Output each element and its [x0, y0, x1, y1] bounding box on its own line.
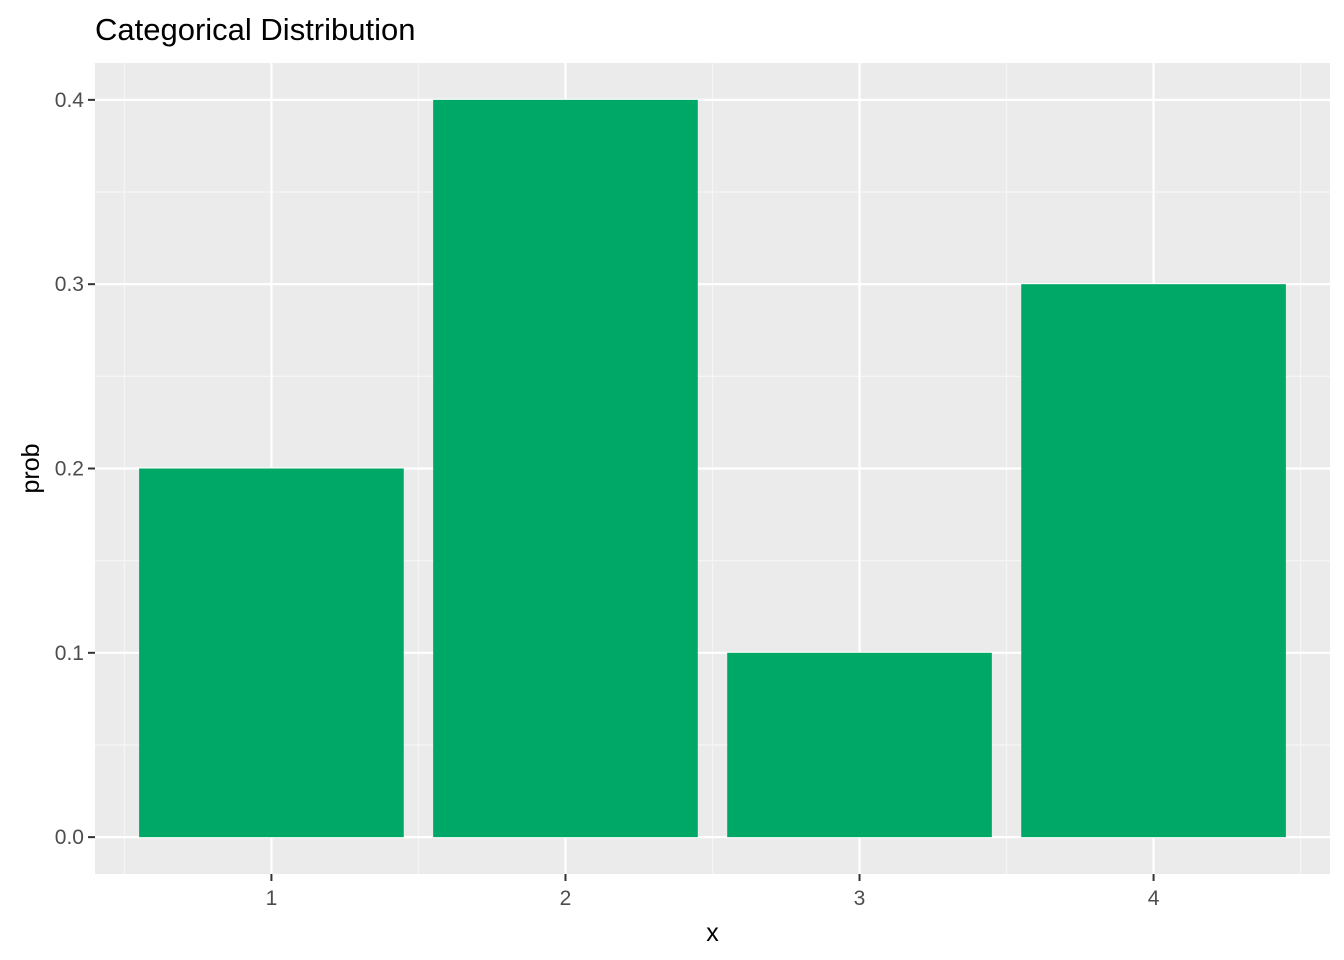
x-tick-label: 2	[560, 887, 572, 910]
y-tick-label: 0.2	[55, 458, 84, 481]
x-axis-title: x	[706, 919, 719, 947]
x-axis: 1 2 3 4	[266, 874, 1160, 910]
bars	[139, 99, 1286, 838]
x-tick-label: 1	[266, 887, 278, 910]
y-tick-label: 0.3	[55, 273, 84, 296]
bar-3	[727, 652, 992, 838]
y-tick-label: 0.0	[55, 826, 84, 849]
x-tick-label: 3	[854, 887, 866, 910]
y-axis-title: prob	[17, 443, 45, 493]
x-tick-label: 4	[1148, 887, 1160, 910]
y-tick-label: 0.1	[55, 642, 84, 665]
bar-1	[139, 468, 404, 838]
chart-title: Categorical Distribution	[95, 12, 415, 47]
y-tick-label: 0.4	[55, 89, 85, 112]
y-axis: 0.0 0.1 0.2 0.3 0.4	[55, 89, 95, 849]
bar-4	[1021, 284, 1286, 838]
bar-2	[433, 99, 698, 838]
